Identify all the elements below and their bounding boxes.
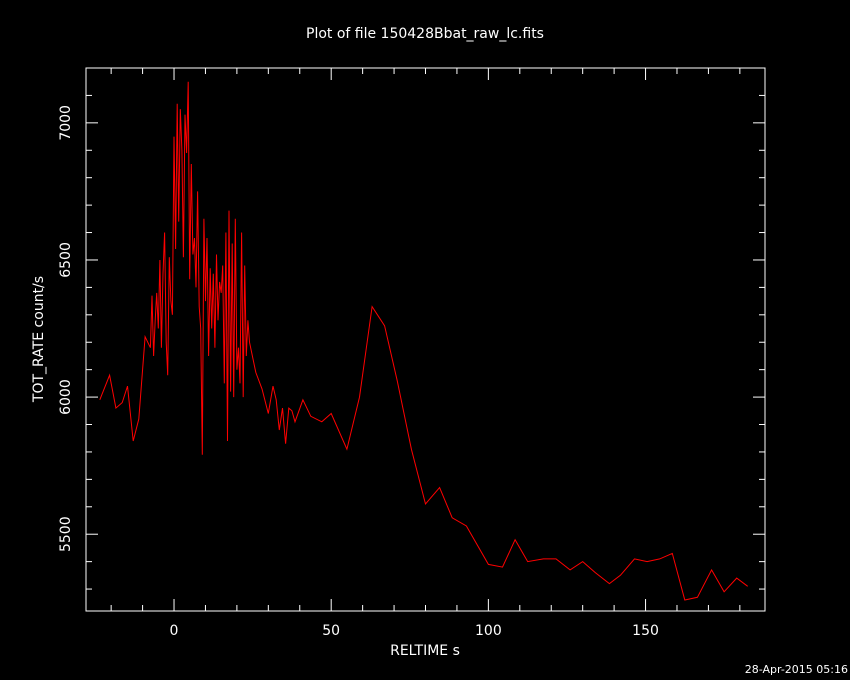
y-axis-label: TOT_RATE count/s: [31, 276, 47, 403]
x-tick-label: 0: [170, 623, 179, 639]
axis-ticks: [86, 68, 765, 611]
series-line-tot-rate: [99, 81, 748, 601]
y-tick-label: 6000: [58, 379, 74, 415]
x-axis-label: RELTIME s: [390, 643, 460, 659]
y-tick-labels: 5500 6000 6500 7000: [58, 105, 74, 552]
chart-title: Plot of file 150428Bbat_raw_lc.fits: [306, 26, 544, 42]
x-tick-labels: 0 50 100 150: [170, 623, 659, 639]
y-tick-label: 6500: [58, 242, 74, 278]
y-tick-label: 5500: [58, 516, 74, 552]
timestamp: 28-Apr-2015 05:16: [745, 663, 848, 676]
y-tick-label: 7000: [58, 105, 74, 141]
x-tick-label: 100: [475, 623, 502, 639]
x-tick-label: 150: [632, 623, 659, 639]
plot-frame: [85, 67, 766, 612]
x-tick-label: 50: [322, 623, 340, 639]
